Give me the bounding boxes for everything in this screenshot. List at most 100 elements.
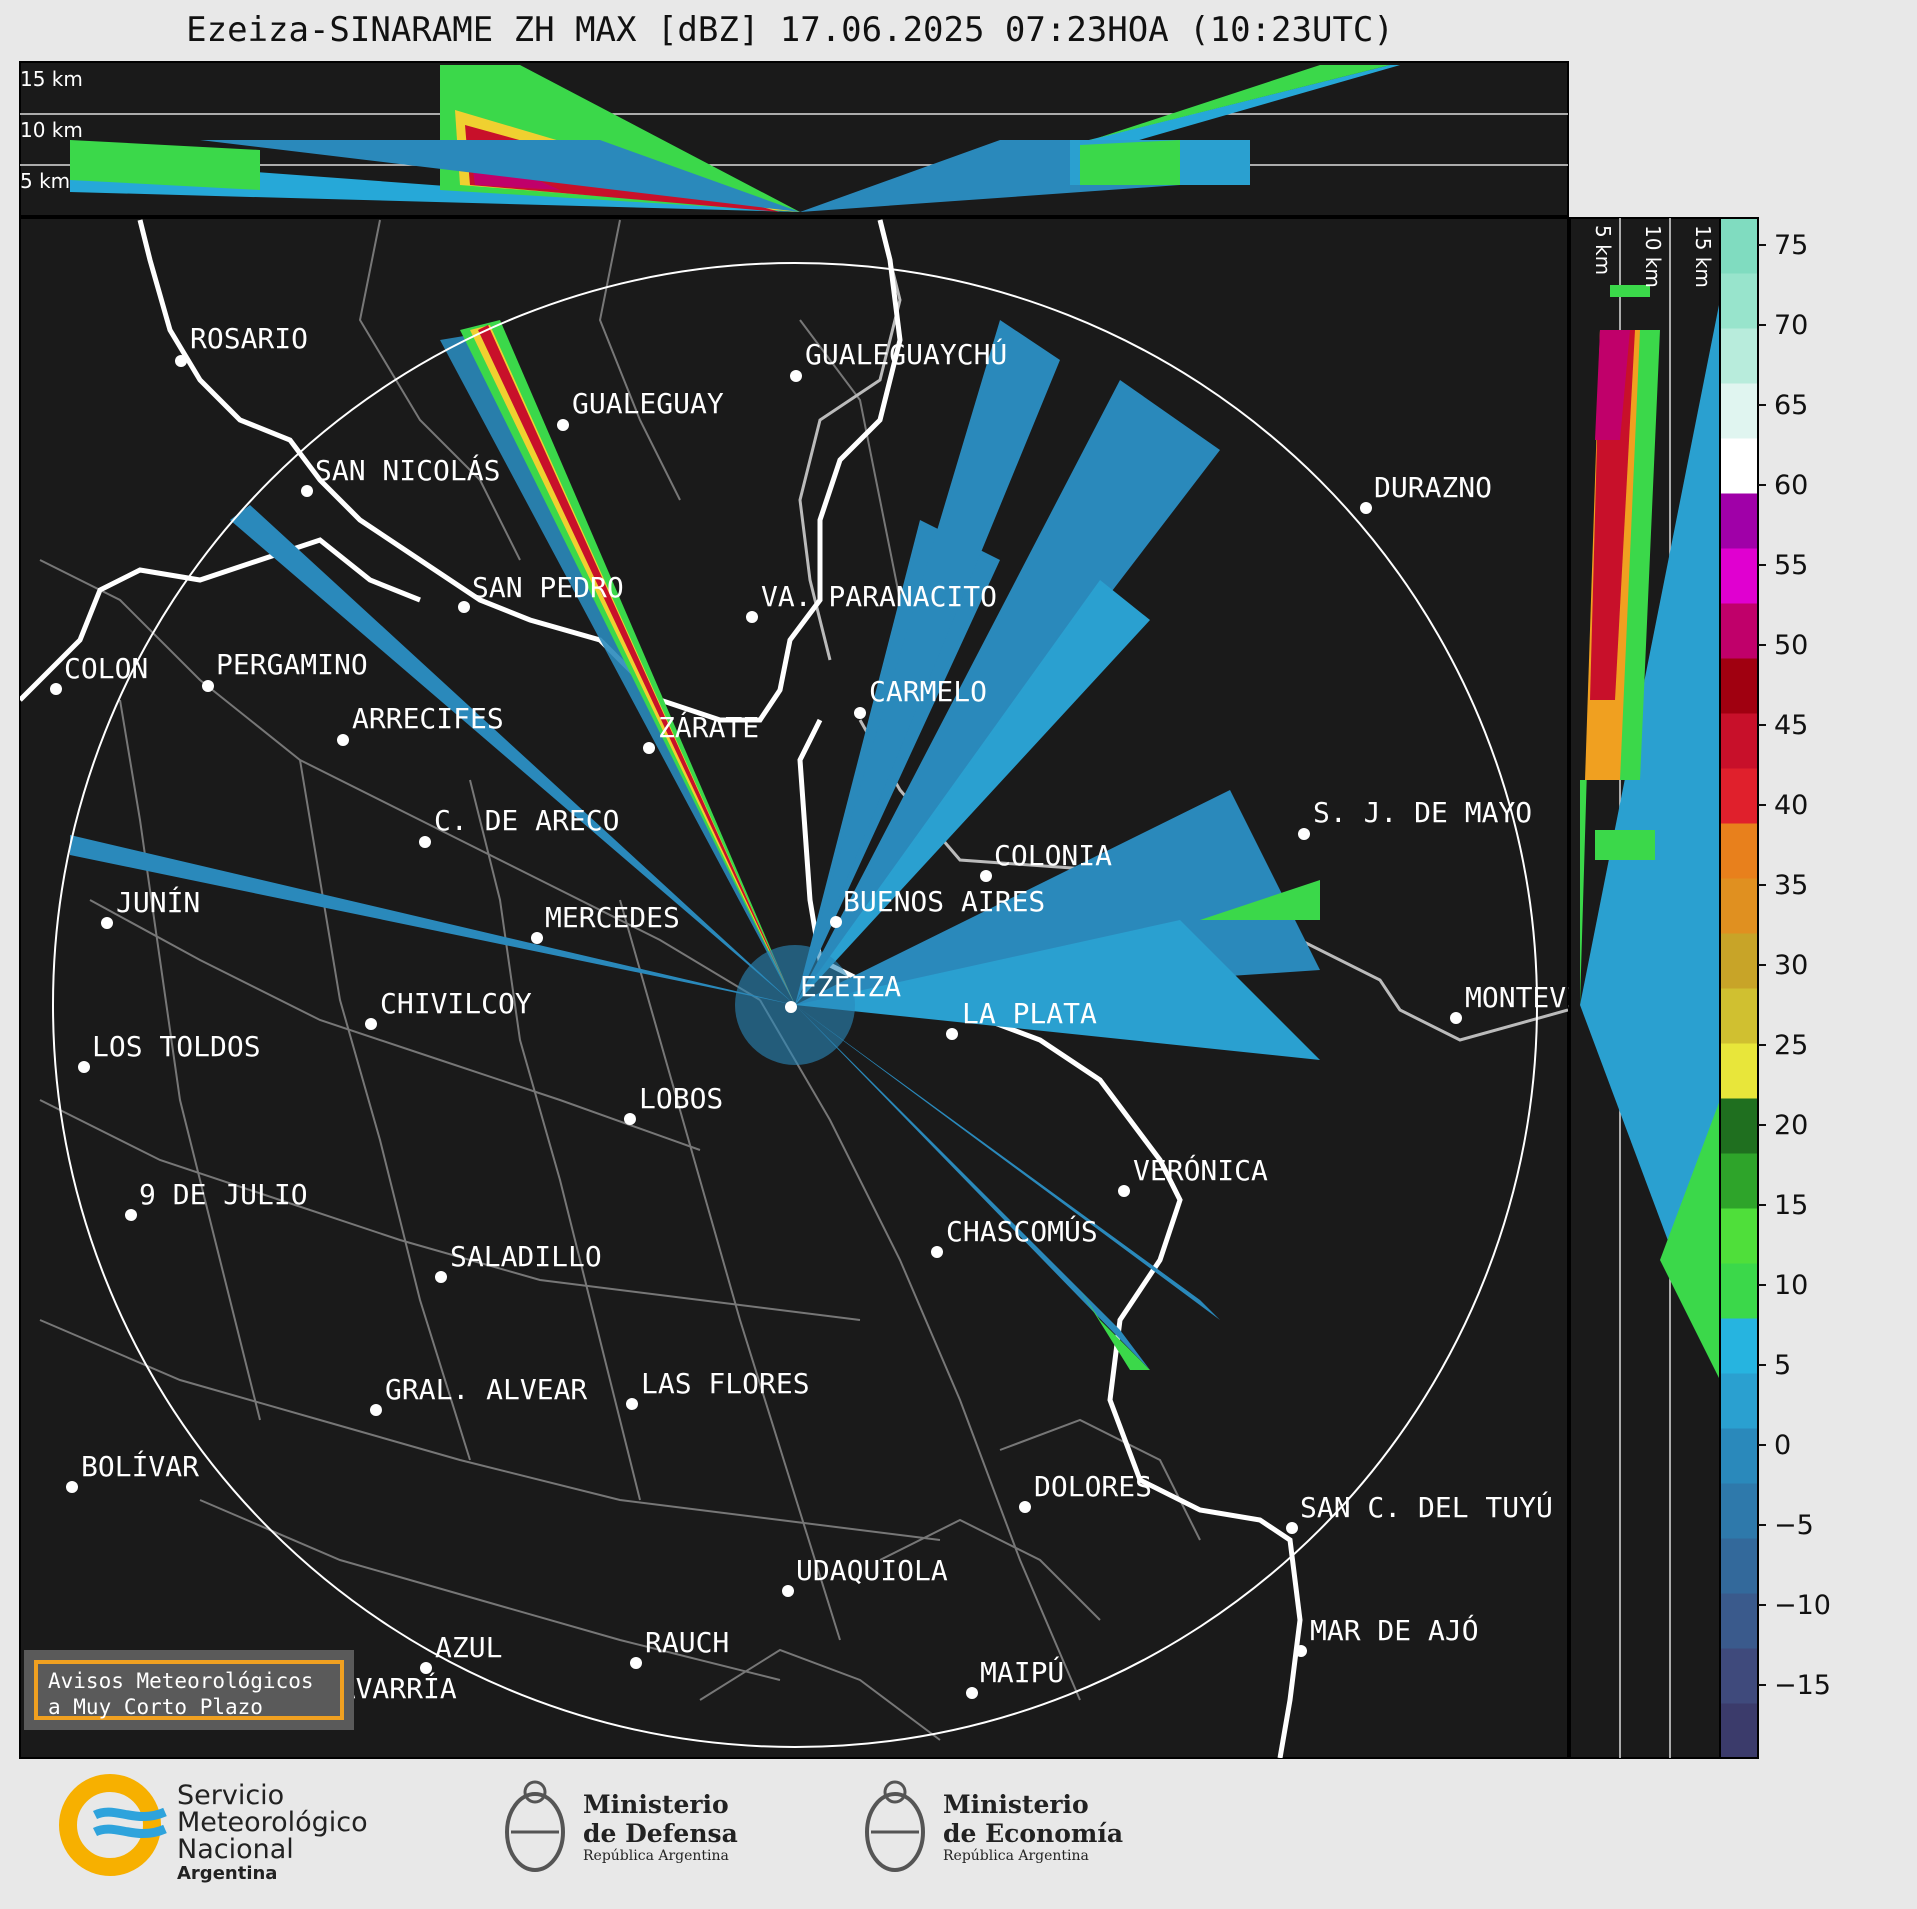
smn-line3: Nacional <box>177 1834 294 1865</box>
city-label: SAN C. DEL TUYÚ <box>1300 1490 1553 1524</box>
city-marker-veronica <box>1118 1185 1130 1197</box>
city-markers <box>50 355 1462 1715</box>
coat-of-arms-icon <box>865 1780 925 1872</box>
city-label: CHIVILCOY <box>380 987 532 1020</box>
city-marker-mar-de-ajo <box>1295 1645 1307 1657</box>
top-km-label-5: 5 km <box>20 169 70 193</box>
city-label: BUENOS AIRES <box>843 885 1045 918</box>
city-label: LA PLATA <box>962 997 1097 1030</box>
colorbar-swatch <box>1720 273 1758 329</box>
city-marker-maipu <box>966 1687 978 1699</box>
avisos-badge-frame: Avisos Meteorológicos a Muy Corto Plazo <box>34 1660 344 1720</box>
colorbar-swatch <box>1720 1263 1758 1319</box>
city-label: COLONIA <box>994 839 1112 872</box>
avisos-badge[interactable]: Avisos Meteorológicos a Muy Corto Plazo <box>24 1650 354 1730</box>
economia-line3: República Argentina <box>943 1848 1089 1864</box>
city-marker-c-de-areco <box>419 836 431 848</box>
economia-line2: de Economía <box>943 1819 1124 1848</box>
defensa-line1: Ministerio <box>583 1790 729 1819</box>
city-marker-ezeiza <box>785 1001 797 1013</box>
colorbar-swatch <box>1720 1153 1758 1209</box>
colorbar-swatch <box>1720 823 1758 879</box>
smn-line2: Meteorológico <box>177 1807 368 1838</box>
colorbar-swatch <box>1720 1648 1758 1704</box>
top-km-label-15: 15 km <box>20 67 83 91</box>
city-label: VERÓNICA <box>1133 1153 1268 1187</box>
colorbar-swatch <box>1720 1593 1758 1649</box>
city-label: CHASCOMÚS <box>946 1214 1098 1248</box>
right-cross-section <box>1569 217 1721 1759</box>
city-label: C. DE ARECO <box>434 804 619 837</box>
economia-line1: Ministerio <box>943 1790 1089 1819</box>
city-marker-udaquiola <box>782 1585 794 1597</box>
top-cross-section <box>19 61 1569 217</box>
right-km-label-10: 10 km <box>1641 225 1665 288</box>
city-label: AZUL <box>435 1631 502 1664</box>
colorbar-tick-label: 30 <box>1774 950 1808 981</box>
city-label: VA. PARANACITO <box>761 580 997 613</box>
city-marker-gualeguay <box>557 419 569 431</box>
colorbar-tick-label: −10 <box>1774 1590 1831 1621</box>
colorbar-swatch <box>1720 493 1758 549</box>
city-marker-bolivar <box>66 1481 78 1493</box>
city-label: DOLORES <box>1034 1470 1152 1503</box>
city-label: DURAZNO <box>1374 471 1492 504</box>
city-label: MAIPÚ <box>980 1655 1064 1689</box>
city-marker-saladillo <box>435 1271 447 1283</box>
colorbar-swatch <box>1720 603 1758 659</box>
colorbar-tick-label: 50 <box>1774 630 1808 661</box>
city-label: RAUCH <box>645 1626 729 1659</box>
city-label: LOS TOLDOS <box>92 1030 261 1063</box>
city-label: ARRECIFES <box>352 702 504 735</box>
city-marker-arrecifes <box>337 734 349 746</box>
defensa-line3: República Argentina <box>583 1848 729 1864</box>
city-marker-mercedes <box>531 932 543 944</box>
right-km-label-15: 15 km <box>1691 225 1715 288</box>
city-label: SAN NICOLÁS <box>315 453 500 487</box>
colorbar-swatch <box>1720 658 1758 714</box>
city-label: GRAL. ALVEAR <box>385 1373 587 1406</box>
colorbar-tick-label: 40 <box>1774 790 1808 821</box>
city-label: SALADILLO <box>450 1240 602 1273</box>
map-title: Ezeiza-SINARAME ZH MAX [dBZ] 17.06.2025 … <box>186 10 1394 50</box>
city-label: PERGAMINO <box>216 648 368 681</box>
city-marker-los-toldos <box>78 1061 90 1073</box>
city-marker-9-de-julio <box>125 1209 137 1221</box>
colorbar-swatch <box>1720 988 1758 1044</box>
city-label: CARMELO <box>869 675 987 708</box>
colorbar-tick-label: −15 <box>1774 1670 1831 1701</box>
colorbar-swatch <box>1720 878 1758 934</box>
coat-of-arms-icon <box>505 1780 565 1872</box>
smn-line4: Argentina <box>177 1863 278 1884</box>
smn-logo-icon <box>59 1774 167 1876</box>
city-marker-san-nicolas <box>301 485 313 497</box>
city-label: ZÁRATE <box>658 710 759 744</box>
city-marker-dolores <box>1019 1501 1031 1513</box>
colorbar-swatch <box>1720 768 1758 824</box>
avisos-line1: Avisos Meteorológicos <box>48 1669 314 1693</box>
colorbar-tick-label: 25 <box>1774 1030 1808 1061</box>
city-label: GUALEGUAY <box>572 387 724 420</box>
city-marker-san-c-del-tuyu <box>1286 1522 1298 1534</box>
colorbar-swatch <box>1720 1098 1758 1154</box>
colorbar-tick-label: 10 <box>1774 1270 1808 1301</box>
colorbar-tick-label: 0 <box>1774 1430 1791 1461</box>
city-label: BOLÍVAR <box>81 1449 199 1483</box>
city-label: 9 DE JULIO <box>139 1178 308 1211</box>
city-label: ROSARIO <box>190 322 308 355</box>
colorbar <box>1720 218 1758 1759</box>
city-labels: ROSARIO GUALEGUAYCHÚ GUALEGUAY SAN NICOL… <box>64 322 1634 1705</box>
range-ring <box>52 262 1538 1748</box>
colorbar-swatch <box>1720 933 1758 989</box>
city-label: COLON <box>64 652 148 685</box>
city-marker-la-plata <box>946 1028 958 1040</box>
city-marker-buenos-aires <box>830 916 842 928</box>
city-marker-va-paranacito <box>746 611 758 623</box>
main-map <box>19 217 1569 1759</box>
city-marker-gral-alvear <box>370 1404 382 1416</box>
colorbar-tick-label: 70 <box>1774 310 1808 341</box>
city-marker-rosario <box>175 355 187 367</box>
city-marker-junin <box>101 917 113 929</box>
